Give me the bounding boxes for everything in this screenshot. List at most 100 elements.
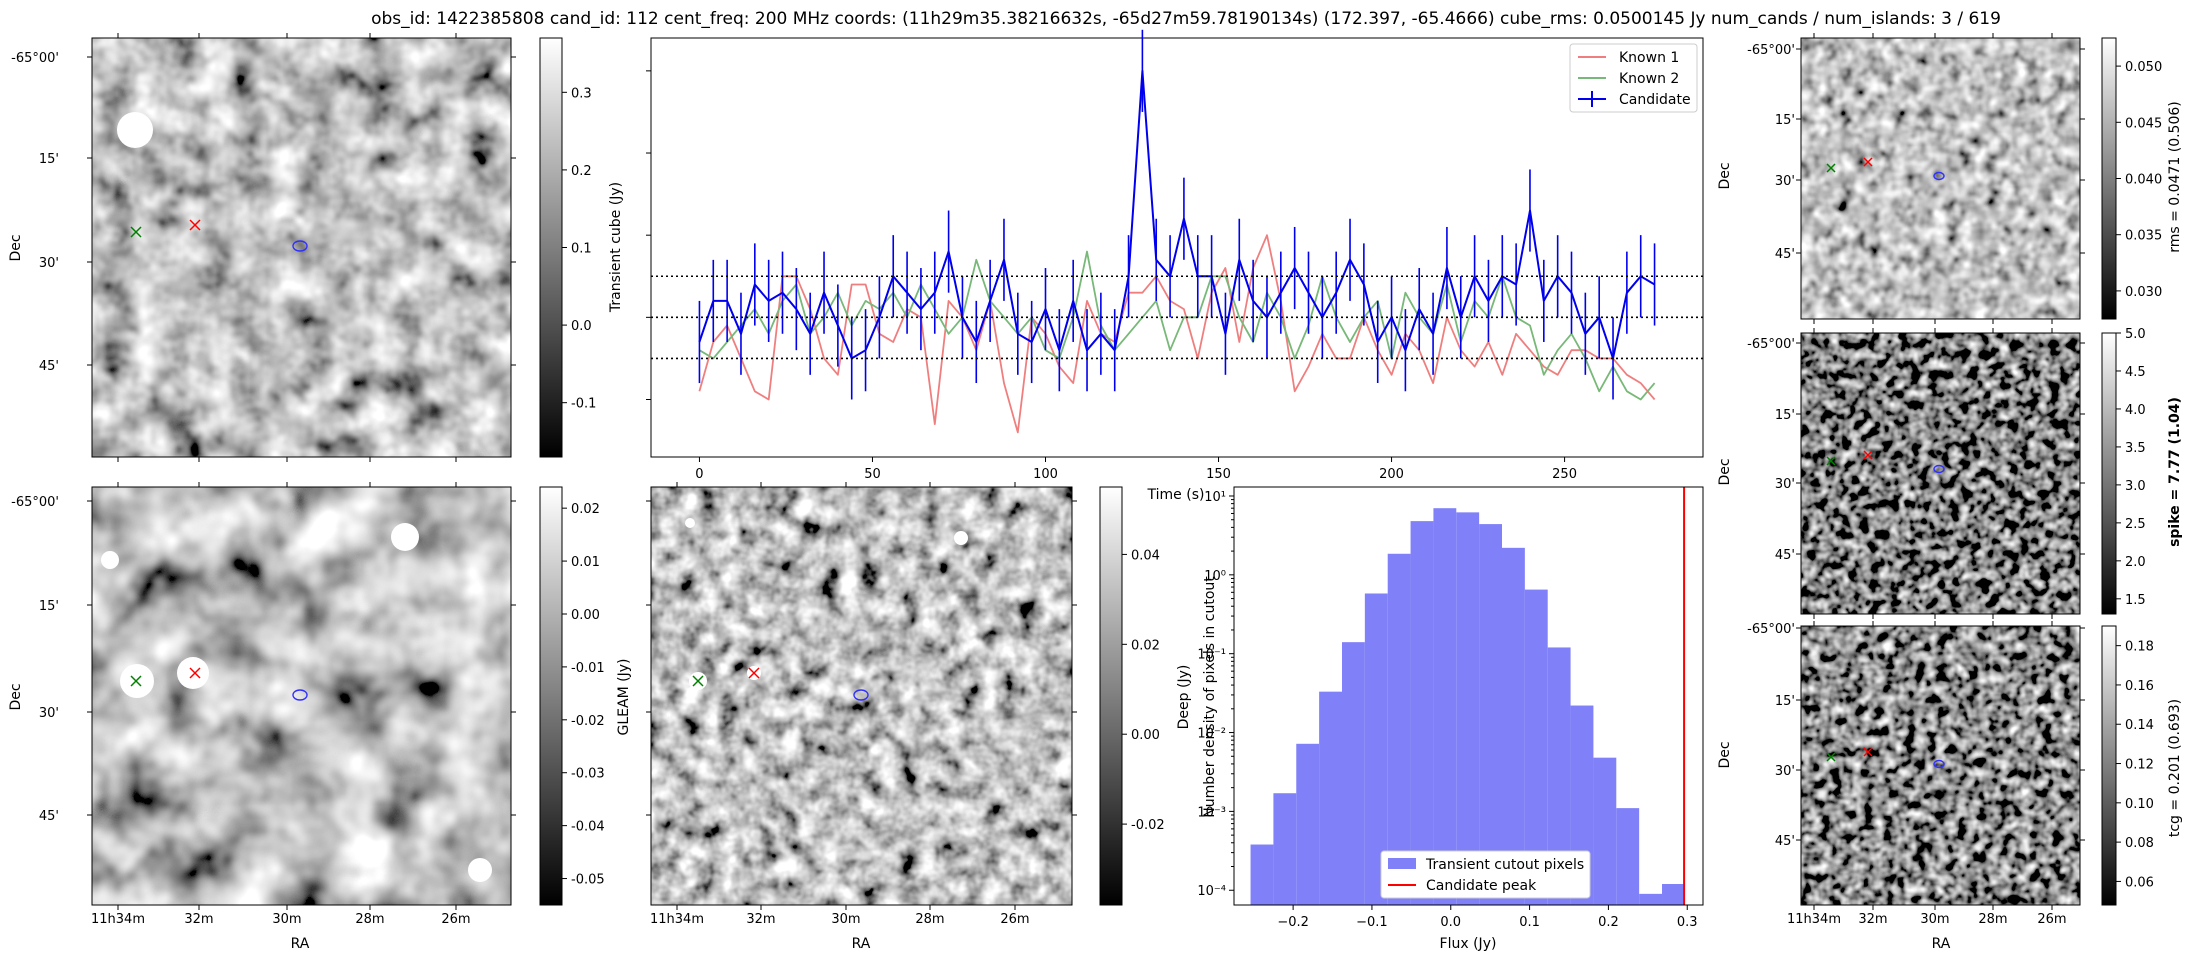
image-noise — [651, 487, 1072, 905]
legend-frame — [1380, 850, 1591, 899]
ra-tick-label: 26m — [2037, 912, 2066, 927]
colorbar-tick-label: 1.5 — [2125, 593, 2146, 608]
dec-tick-label: 30' — [1775, 764, 1795, 779]
x-tick-label: 0 — [695, 467, 703, 482]
candidate-marker — [748, 667, 760, 679]
colorbar-bar — [539, 37, 563, 458]
colorbar-tick-label: 0.12 — [2125, 758, 2154, 773]
colorbar-label: GLEAM (Jy) — [616, 659, 632, 736]
lightcurve-legend: Known 1 Known 2 Candidate — [1569, 43, 1698, 113]
image-noise — [92, 487, 511, 905]
colorbar-label: rms = 0.0471 (0.506) — [2167, 101, 2183, 253]
ra-tick-label: 26m — [1000, 912, 1029, 927]
dec-tick-label: -65°00' — [11, 495, 59, 510]
colorbar-tick-label: 0.06 — [2125, 875, 2154, 890]
colorbar-tick-label: 2.0 — [2125, 555, 2146, 570]
histogram-bar — [1319, 691, 1342, 905]
colorbar-tick-label: 4.5 — [2125, 365, 2146, 380]
colorbar-tick-label: -0.03 — [571, 767, 605, 782]
histogram-bar — [1456, 512, 1480, 905]
colorbar-tick-label: 0.030 — [2125, 285, 2162, 300]
beam-ellipse — [853, 689, 869, 701]
ra-tick-label: 32m — [184, 912, 213, 927]
histogram-bar — [1593, 757, 1617, 905]
histogram-bar — [1524, 589, 1548, 905]
lightcurve-series — [698, 29, 1656, 434]
dec-tick-label: 30' — [39, 706, 59, 721]
image-frame — [1800, 332, 2081, 615]
transient-cube-image — [87, 33, 516, 462]
legend-peak-label: Candidate peak — [1426, 878, 1537, 894]
dec-axis-label: Dec — [8, 683, 24, 710]
gleam-image — [87, 112, 516, 910]
histogram-axes: −0.2 −0.1 0.0 0.1 0.2 0.3 10⁻⁴ 10⁻³ 10⁻² 10⁻¹ 10⁰ 1… — [1197, 490, 1697, 930]
bright-source — [468, 858, 492, 882]
candidate-marker — [1863, 747, 1873, 757]
tcg-colorbar: tcg = 0.201 (0.693) 0.18 0.16 0.14 0.12 0.10… — [2101, 625, 2183, 906]
rms-panel: -65°00' 15' 30' 45' Dec — [1717, 33, 2085, 324]
legend-frame — [1569, 43, 1698, 113]
ra-tick-label: 30m — [1920, 912, 1949, 927]
ra-axis-label: RA — [852, 936, 871, 952]
ra-tick-label: 28m — [1978, 912, 2007, 927]
x-tick-label: 0.2 — [1598, 915, 1619, 930]
colorbar-tick-label: -0.02 — [571, 714, 605, 729]
colorbar-tick-label: 4.0 — [2125, 403, 2146, 418]
colorbar-tick-label: 0.035 — [2125, 229, 2162, 244]
colorbar-bar — [1099, 486, 1123, 906]
known-source-marker — [130, 226, 142, 238]
candidate-marker — [1863, 157, 1873, 167]
colorbar-tick-label: 0.02 — [1131, 638, 1160, 653]
x-tick-label: 50 — [864, 467, 881, 482]
histogram-bar — [1433, 508, 1457, 905]
dec-tick-label: 45' — [39, 359, 59, 374]
colorbar-label: spike = 7.77 (1.04) — [2167, 397, 2183, 547]
dec-tick-label: 30' — [1775, 477, 1795, 492]
beam-ellipse — [1933, 171, 1945, 181]
colorbar-tick-label: 0.3 — [571, 86, 592, 101]
x-tick-label: −0.2 — [1277, 915, 1309, 930]
colorbar-tick-label: 0.00 — [571, 608, 600, 623]
beam-ellipse — [1933, 464, 1945, 474]
colorbar-bar — [2101, 625, 2117, 906]
bright-source — [117, 112, 153, 148]
beam-ellipse — [1933, 759, 1945, 769]
image-frame — [650, 486, 1073, 906]
x-tick-label: 200 — [1379, 467, 1404, 482]
candidate-marker — [189, 219, 201, 231]
gleam-colorbar: GLEAM (Jy) 0.02 0.01 0.00 -0.01 -0.02 -0.03 -0… — [539, 486, 632, 906]
colorbar-tick-label: 0.04 — [1131, 548, 1160, 563]
histogram-bar — [1250, 844, 1274, 905]
gleam-panel: -65°00' 15' 30' 45' Dec 11h34m 32m 30m 2… — [8, 112, 516, 952]
ra-tick-label: 28m — [355, 912, 384, 927]
colorbar-tick-label: 0.1 — [571, 242, 592, 257]
known-source-marker — [130, 675, 142, 687]
dec-tick-label: 15' — [1775, 113, 1795, 128]
image-frame — [1800, 37, 2081, 320]
colorbar-tick-label: -0.05 — [571, 873, 605, 888]
x-tick-label: 0.0 — [1440, 915, 1461, 930]
image-noise — [92, 38, 511, 457]
figure-title: obs_id: 1422385808 cand_id: 112 cent_fre… — [371, 9, 2001, 29]
candidate-marker — [1863, 450, 1873, 460]
dec-tick-label: 45' — [1775, 834, 1795, 849]
ra-tick-label: 11h34m — [1787, 912, 1841, 927]
tcg-image — [1796, 621, 2085, 910]
colorbar-tick-label: 0.10 — [2125, 797, 2154, 812]
spike-image — [1796, 328, 2085, 619]
histogram-bar — [1273, 793, 1297, 905]
ra-tick-label: 26m — [441, 912, 470, 927]
colorbar-tick-label: 0.14 — [2125, 718, 2154, 733]
legend-hist-label: Transient cutout pixels — [1425, 857, 1584, 873]
bright-source — [101, 551, 119, 569]
colorbar-tick-label: 0.0 — [571, 319, 592, 334]
series-line-known-2 — [698, 250, 1656, 401]
rms-colorbar: rms = 0.0471 (0.506) 0.050 0.045 0.040 0.03… — [2101, 37, 2183, 320]
histogram-bars — [1250, 487, 1686, 905]
transient-cube-panel: -65°00' 15' 30' 45' Dec — [8, 33, 516, 462]
series-line-known-1 — [698, 234, 1656, 434]
colorbar-tick-label: 0.02 — [571, 502, 600, 517]
dec-tick-label: 15' — [1775, 694, 1795, 709]
tcg-panel: -65°00' 15' 30' 45' Dec 11h34m 32m 30m 2… — [1717, 621, 2085, 952]
x-tick-label: 100 — [1033, 467, 1058, 482]
